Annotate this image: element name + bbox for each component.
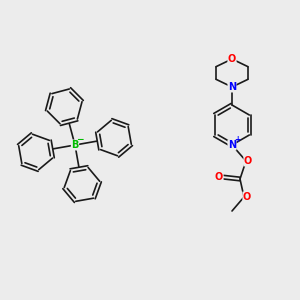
Text: B: B bbox=[71, 140, 79, 150]
Text: N: N bbox=[228, 140, 236, 150]
Text: O: O bbox=[228, 54, 236, 64]
Text: −: − bbox=[76, 136, 84, 145]
Text: N: N bbox=[228, 82, 236, 92]
Text: O: O bbox=[215, 172, 223, 182]
Text: O: O bbox=[244, 156, 252, 166]
Text: O: O bbox=[243, 192, 251, 202]
Text: +: + bbox=[234, 136, 240, 145]
